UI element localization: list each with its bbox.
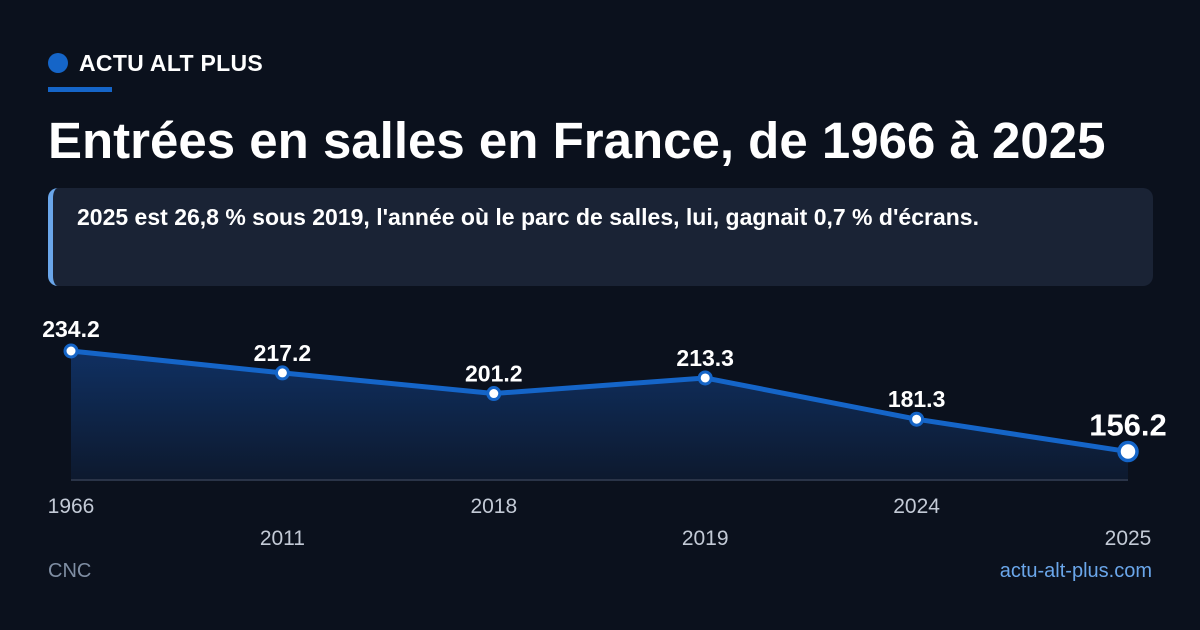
- chart: 234.2 217.2 201.2 213.3 181.3 156.2 1966 2011 2…: [42, 316, 1167, 550]
- source-label: CNC: [48, 560, 92, 582]
- site-link[interactable]: actu-alt-plus.com: [999, 560, 1152, 582]
- brand-rule: [48, 87, 112, 92]
- data-point-1966: [63, 343, 79, 359]
- chart-area: [71, 351, 1128, 480]
- data-label-2024: 181.3: [888, 386, 946, 412]
- data-point-2018: [486, 386, 502, 402]
- page-title: Entrées en salles en France, de 1966 à 2…: [48, 112, 1106, 169]
- series-line: [68, 348, 1131, 455]
- data-label-2011: 217.2: [254, 340, 312, 366]
- callout-text: 2025 est 26,8 % sous 2019, l'année où le…: [77, 204, 979, 230]
- brand-name: ACTU ALT PLUS: [79, 49, 264, 76]
- data-point-2019: [697, 370, 713, 386]
- brand-dot-icon: [48, 53, 68, 73]
- data-label-2019: 213.3: [676, 345, 734, 371]
- data-point-2024: [909, 411, 925, 427]
- x-tick-1966: 1966: [48, 495, 95, 518]
- data-point-2025: [1117, 440, 1139, 463]
- data-label-1966: 234.2: [42, 316, 100, 342]
- x-tick-2019: 2019: [682, 527, 729, 550]
- brand: ACTU ALT PLUS: [48, 48, 263, 78]
- data-label-2025: 156.2: [1089, 408, 1167, 443]
- x-tick-2018: 2018: [470, 495, 517, 518]
- x-tick-2025: 2025: [1105, 527, 1152, 550]
- callout: 2025 est 26,8 % sous 2019, l'année où le…: [48, 188, 1153, 286]
- x-tick-2011: 2011: [260, 527, 305, 550]
- data-point-2011: [274, 365, 290, 381]
- data-label-2018: 201.2: [465, 361, 523, 387]
- x-tick-2024: 2024: [893, 495, 940, 518]
